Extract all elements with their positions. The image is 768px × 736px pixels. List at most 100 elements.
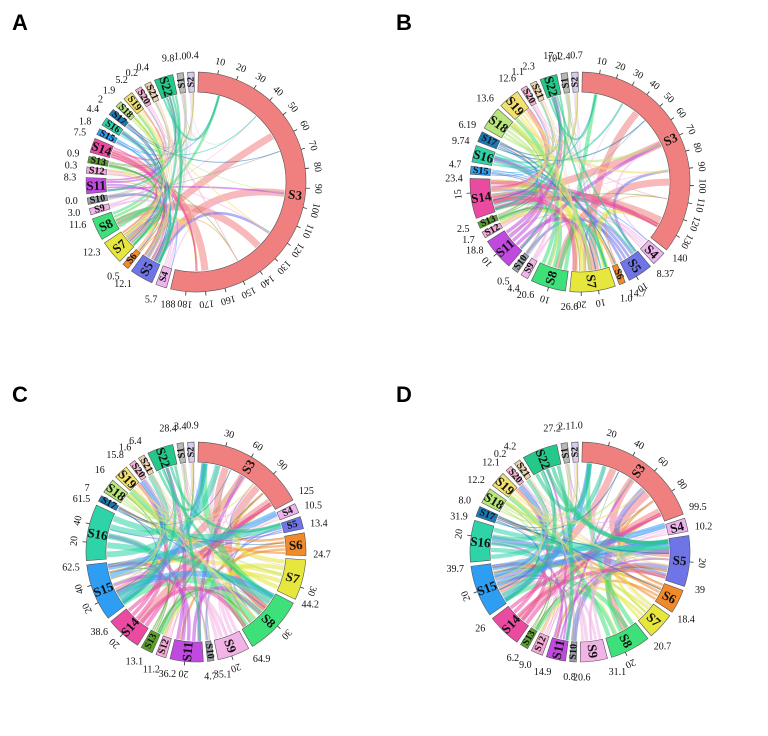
chord-link — [157, 463, 206, 511]
segment-s7 — [637, 603, 671, 637]
tick-label: 130 — [678, 232, 695, 250]
segment-s11 — [169, 639, 204, 663]
chord-link — [620, 563, 668, 594]
chord-link — [152, 474, 280, 530]
tick-mark — [689, 167, 694, 169]
segment-label: S22 — [533, 447, 554, 471]
chord-link — [108, 474, 167, 567]
segment-label: S3 — [661, 129, 680, 149]
tick-mark — [87, 584, 92, 587]
segment-s17 — [97, 495, 120, 511]
tick-label: 40 — [73, 583, 87, 596]
chord-link — [539, 102, 658, 226]
segment-total-label: 1.0 — [620, 294, 633, 305]
segment-label: S14 — [470, 188, 493, 206]
segment-s21 — [138, 454, 154, 476]
segment-total-label: 31.1 — [609, 667, 627, 678]
tick-mark — [467, 534, 472, 537]
segment-s1 — [176, 72, 186, 94]
chords-b — [490, 93, 670, 272]
segment-s5 — [665, 535, 691, 587]
chord-link — [511, 123, 592, 271]
segment-s14 — [110, 608, 149, 646]
segment-total-label: 18.4 — [677, 614, 695, 625]
tick-mark — [296, 225, 301, 229]
tick-mark — [302, 207, 307, 209]
chord-link — [520, 95, 566, 250]
chord-link — [125, 112, 166, 238]
chord-link — [535, 104, 668, 200]
segment-total-label: 6.4 — [129, 436, 142, 447]
segment-s14 — [89, 137, 114, 159]
segment-total-label: 3.4 — [174, 421, 187, 432]
segment-total-label: 1.0 — [174, 51, 187, 62]
segment-label: S10 — [568, 644, 580, 660]
tick-mark — [217, 70, 219, 75]
segment-s19 — [500, 91, 530, 121]
segment-s4 — [665, 517, 689, 536]
chord-link — [498, 146, 597, 270]
segment-label: S22 — [153, 445, 174, 469]
chord-link — [150, 475, 245, 627]
chord-link — [503, 505, 669, 561]
tick-label: 50 — [285, 100, 300, 115]
tick-mark — [224, 288, 227, 293]
segment-total-label: 2 — [98, 94, 103, 105]
tick-mark — [242, 281, 246, 286]
tick-label: 80 — [311, 161, 323, 172]
chord-link — [573, 553, 669, 641]
segment-s10 — [86, 194, 109, 205]
chord-link — [525, 100, 559, 253]
segment-label: S9 — [584, 643, 601, 659]
tick-mark — [273, 470, 277, 475]
chord-link — [491, 188, 539, 226]
segment-label: S11 — [86, 178, 106, 194]
chord-link — [490, 101, 554, 182]
panel-letter-d: D — [396, 382, 412, 407]
segment-s15 — [96, 128, 118, 144]
tick-label: 120 — [289, 241, 306, 260]
segment-total-label: 2.4 — [558, 51, 571, 62]
tick-label: 20 — [234, 62, 247, 76]
segment-total-label: 10 — [547, 54, 557, 65]
segment-total-label: 0.7 — [570, 51, 583, 62]
chord-link — [124, 106, 168, 236]
segment-total-label: 15.8 — [106, 450, 124, 461]
segment-label: S10 — [203, 643, 216, 660]
tick-mark — [119, 633, 124, 638]
segment-total-label: 0.9 — [186, 421, 199, 432]
segment-total-label: 0.0 — [65, 196, 78, 207]
segment-s5 — [130, 254, 161, 284]
chord-link — [505, 501, 647, 613]
chord-link — [493, 160, 602, 269]
tick-label: 90 — [695, 161, 707, 172]
chord-link — [149, 105, 238, 261]
segment-label: S9 — [522, 261, 537, 276]
segment-total-label: 2.3 — [522, 61, 535, 72]
chord-link — [143, 479, 251, 623]
tick-mark — [671, 488, 676, 492]
segment-total-label: 2.5 — [457, 224, 470, 235]
chord-link — [107, 510, 278, 571]
tick-mark — [683, 219, 688, 222]
tick-label: 150 — [239, 284, 257, 300]
segment-s15 — [86, 562, 125, 619]
segment-total-label: 4.7 — [449, 159, 462, 170]
chord-link — [490, 180, 659, 228]
panel-letter-a: A — [12, 10, 28, 35]
segment-total-label: 7.5 — [74, 128, 87, 139]
chord-link — [113, 147, 198, 272]
chord-link — [108, 165, 238, 261]
segment-total-label: 0.8 — [563, 672, 576, 683]
tick-label: 40 — [71, 515, 84, 527]
chord-link — [127, 494, 283, 576]
segment-total-label: 38.6 — [90, 627, 108, 638]
chord-link — [144, 101, 175, 256]
segment-total-label: 8.3 — [64, 173, 77, 184]
segment-label: S12 — [88, 165, 105, 178]
segment-total-label: 7 — [85, 483, 90, 494]
segment-s20 — [520, 85, 537, 107]
chord-link — [122, 467, 177, 604]
chord-link — [523, 482, 586, 641]
tick-label: 40 — [270, 84, 285, 99]
